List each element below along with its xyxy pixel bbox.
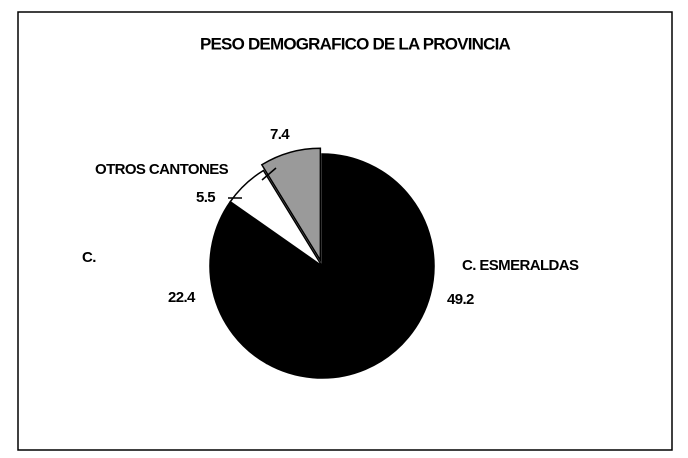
category-label: C. (82, 249, 96, 266)
value-label: 7.4 (270, 126, 290, 143)
pie-slice (209, 200, 323, 365)
value-label: 49.2 (447, 291, 474, 308)
category-label: C. ESMERALDAS (462, 257, 579, 274)
pie-slice (265, 153, 435, 379)
leader-line (261, 167, 277, 181)
value-label: 5.5 (196, 189, 215, 206)
value-label: 22.4 (168, 289, 196, 306)
category-label: OTROS CANTONES (95, 161, 229, 178)
pie-slice (229, 169, 323, 267)
pie-slice (260, 147, 322, 263)
chart-title: PESO DEMOGRAFICO DE LA PROVINCIA (200, 34, 511, 53)
